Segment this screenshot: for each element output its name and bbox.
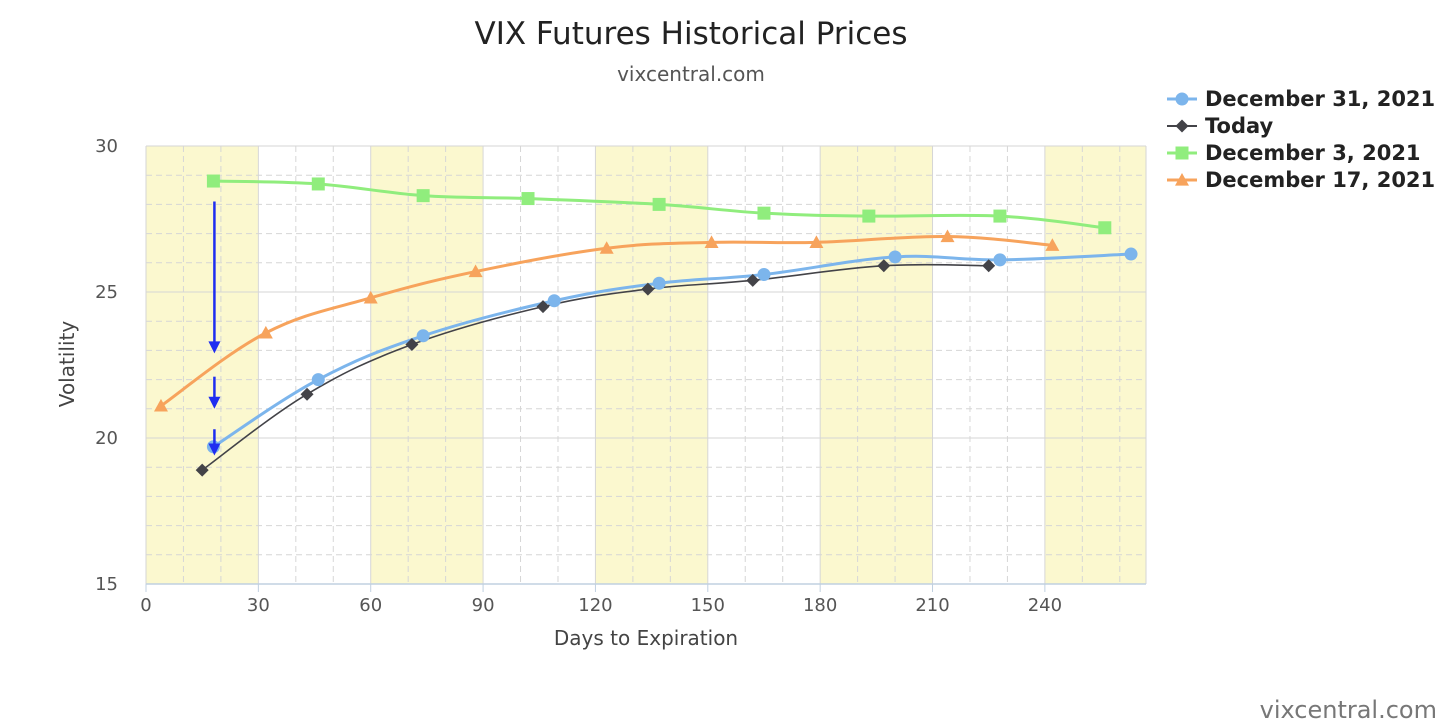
y-tick-label: 25: [95, 282, 118, 303]
legend-swatch-marker[interactable]: [1175, 146, 1189, 160]
legend-item-label[interactable]: December 17, 2021: [1205, 168, 1435, 192]
highlight-band: [820, 146, 933, 584]
data-point[interactable]: [521, 192, 535, 206]
data-point[interactable]: [652, 276, 666, 290]
data-point[interactable]: [877, 259, 891, 273]
highlight-bands: [146, 146, 1146, 584]
credit-text[interactable]: vixcentral.com: [1260, 696, 1437, 724]
data-point[interactable]: [599, 241, 614, 254]
chart-subtitle: vixcentral.com: [617, 62, 765, 86]
data-point[interactable]: [746, 273, 760, 287]
data-point[interactable]: [311, 373, 325, 387]
data-point[interactable]: [940, 229, 955, 243]
data-point[interactable]: [862, 209, 876, 223]
legend-item-label[interactable]: December 31, 2021: [1205, 87, 1435, 111]
x-tick-label: 210: [915, 595, 949, 616]
down-arrow-head: [208, 396, 221, 409]
data-point[interactable]: [153, 398, 168, 412]
x-tick-label: 240: [1028, 595, 1062, 616]
down-arrow-head: [208, 443, 221, 456]
x-tick-label: 60: [359, 595, 382, 616]
highlight-band: [1044, 146, 1146, 584]
data-point[interactable]: [416, 329, 430, 343]
data-point[interactable]: [1098, 221, 1112, 235]
data-point[interactable]: [757, 206, 771, 220]
annotation-arrows: [208, 201, 221, 456]
data-point[interactable]: [536, 300, 550, 314]
data-point[interactable]: [405, 338, 419, 352]
legend-swatch-marker[interactable]: [1175, 119, 1189, 133]
data-point[interactable]: [363, 290, 378, 304]
series-markers: [153, 174, 1138, 477]
y-tick-label: 30: [95, 136, 118, 157]
data-point[interactable]: [993, 253, 1007, 267]
data-point[interactable]: [468, 264, 483, 278]
y-tick-label: 15: [95, 574, 118, 595]
y-tick-label: 20: [95, 428, 118, 449]
data-point[interactable]: [195, 463, 209, 477]
data-point[interactable]: [982, 259, 996, 273]
legend-item-label[interactable]: December 3, 2021: [1205, 141, 1421, 165]
series-line: [201, 263, 990, 471]
x-tick-label: 120: [578, 595, 612, 616]
data-point[interactable]: [416, 189, 430, 203]
legend-item-label[interactable]: Today: [1205, 114, 1274, 138]
data-point[interactable]: [757, 267, 771, 281]
data-point[interactable]: [300, 387, 314, 401]
data-point[interactable]: [888, 250, 902, 264]
x-tick-label: 90: [472, 595, 495, 616]
highlight-band: [146, 146, 259, 584]
y-axis-label: Volatility: [55, 321, 79, 408]
legend-swatch-marker[interactable]: [1175, 173, 1189, 186]
data-point[interactable]: [1045, 238, 1060, 251]
x-tick-label: 150: [691, 595, 725, 616]
data-point[interactable]: [641, 282, 655, 296]
tick-labels: 0 30 60 90 120 150 180 210 240 15 20 25 30: [95, 136, 1062, 616]
chart-title: VIX Futures Historical Prices: [474, 16, 907, 52]
x-tick-label: 30: [247, 595, 270, 616]
x-tick-label: 0: [140, 595, 151, 616]
x-tick-label: 180: [803, 595, 837, 616]
data-point[interactable]: [809, 235, 824, 248]
data-point[interactable]: [652, 197, 666, 211]
legend[interactable]: December 31, 2021 Today December 3, 2021 De…: [1167, 87, 1435, 192]
data-point[interactable]: [547, 294, 561, 308]
legend-swatch-marker[interactable]: [1175, 92, 1189, 106]
data-point[interactable]: [993, 209, 1007, 223]
data-point[interactable]: [704, 235, 719, 248]
x-axis-label: Days to Expiration: [554, 626, 738, 650]
highlight-band: [595, 146, 708, 584]
highlight-band: [370, 146, 484, 584]
down-arrow-head: [208, 341, 221, 354]
data-point[interactable]: [1124, 247, 1138, 261]
data-point[interactable]: [206, 174, 220, 188]
data-point[interactable]: [311, 177, 325, 191]
data-point[interactable]: [258, 325, 273, 339]
